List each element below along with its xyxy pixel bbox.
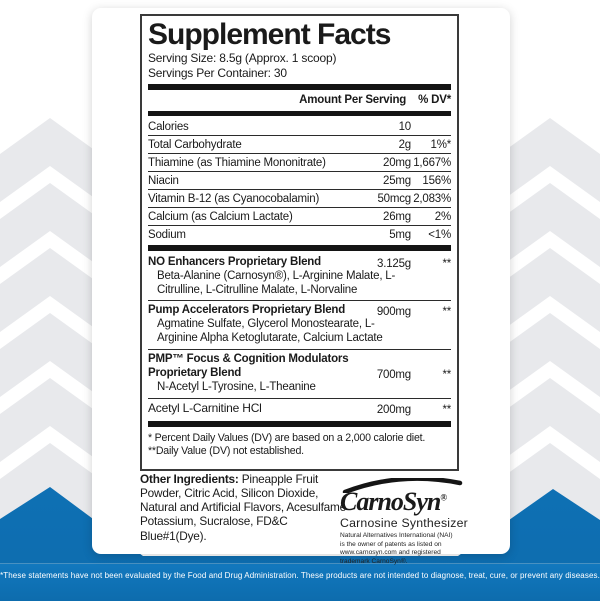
divider-bar (148, 111, 451, 117)
table-row: Vitamin B-12 (as Cyanocobalamin) 50mcg 2… (148, 189, 451, 207)
carnosyn-wordmark: CarnoSyn® (340, 489, 476, 515)
blend-name: PMP™ Focus & Cognition Modulators Proprie… (148, 352, 353, 381)
nutrient-dv: 2,083% (413, 192, 451, 205)
nutrient-amount: 50mcg (377, 192, 411, 205)
nutrient-dv: <1% (428, 228, 451, 241)
nutrient-name: Vitamin B-12 (as Cyanocobalamin) (148, 192, 320, 205)
table-row: Sodium 5mg <1% (148, 225, 451, 243)
blend-name-line2: Proprietary Blend (148, 367, 242, 380)
nutrient-name: Niacin (148, 174, 179, 187)
blend-section: Pump Accelerators Proprietary Blend 900m… (148, 300, 451, 348)
carnosyn-swoosh-icon (342, 478, 463, 493)
other-ingredients-label: Other Ingredients: (140, 472, 239, 486)
serving-size: Serving Size: 8.5g (Approx. 1 scoop) (148, 50, 337, 65)
nutrient-amount: 26mg (383, 210, 411, 223)
blend-section: PMP™ Focus & Cognition Modulators Proprie… (148, 348, 451, 398)
nutrient-name: Calories (148, 120, 189, 133)
nutrient-dv (411, 121, 451, 133)
nutrient-dv: 1,667% (413, 156, 451, 169)
other-ingredients-text: Pineapple Fruit Powder, Citric Acid, Sil… (140, 472, 347, 543)
nutrient-amount: 10 (398, 120, 412, 133)
blend-dv: ** (442, 257, 451, 270)
nutrient-amount: 25mg (383, 174, 411, 187)
blend-header: Acetyl L-Carnitine HCl 200mg ** (148, 401, 451, 416)
footnotes: * Percent Daily Values (DV) are based on… (148, 429, 451, 457)
nutrient-name: Calcium (as Calcium Lactate) (148, 210, 293, 223)
blend-amount: 700mg (376, 369, 411, 382)
divider-bar (148, 84, 451, 91)
nutrient-dv: 1%* (430, 138, 452, 151)
bottom-blue-band (0, 563, 600, 601)
nutrient-amount: 2g (398, 138, 412, 151)
blend-amount: 3.125g (377, 257, 411, 270)
nutrient-amount: 20mg (383, 156, 411, 169)
divider-bar (148, 421, 451, 428)
divider-bar (148, 245, 451, 252)
nutrient-name: Total Carbohydrate (148, 138, 242, 151)
registered-mark: ® (440, 492, 447, 503)
fda-disclaimer: *These statements have not been evaluate… (0, 571, 600, 580)
blend-name: NO Enhancers Proprietary Blend (148, 256, 321, 269)
blend-ingredients: Beta-Alanine (Carnosyn®), L-Arginine Mal… (157, 269, 396, 296)
table-row: Calories 10 (148, 118, 451, 135)
servings-per-container: Servings Per Container: 30 (148, 65, 287, 80)
blend-dv: ** (442, 369, 451, 382)
blend-name: Pump Accelerators Proprietary Blend (148, 304, 346, 317)
nutrient-amount: 5mg (389, 228, 411, 241)
supplement-facts-panel: Supplement Facts Serving Size: 8.5g (App… (140, 14, 459, 471)
table-row: Thiamine (as Thiamine Mononitrate) 20mg … (148, 153, 451, 171)
blend-name: Acetyl L-Carnitine HCl (148, 400, 262, 415)
chevron-pattern-right (500, 118, 600, 538)
blend-amount: 900mg (376, 306, 411, 319)
nutrient-dv: 156% (422, 174, 451, 187)
amount-column-header: Amount Per Serving (299, 94, 407, 107)
table-row: Calcium (as Calcium Lactate) 26mg 2% (148, 207, 451, 225)
panel-title: Supplement Facts (148, 18, 391, 51)
table-row: Total Carbohydrate 2g 1%* (148, 135, 451, 153)
blend-amount: 200mg (376, 404, 411, 417)
carnosyn-name: CarnoSyn (340, 487, 441, 516)
carnosyn-tagline: Carnosine Synthesizer (340, 516, 468, 530)
carnosyn-logo: CarnoSyn® Carnosine Synthesizer Natural … (340, 478, 476, 566)
blend-ingredients: N-Acetyl L-Tyrosine, L-Theanine (157, 381, 316, 394)
other-ingredients: Other Ingredients: Pineapple Fruit Powde… (140, 472, 354, 543)
blend-header: NO Enhancers Proprietary Blend 3.125g ** (148, 255, 451, 270)
blend-header: Pump Accelerators Proprietary Blend 900m… (148, 303, 451, 318)
carnosyn-fine-print: Natural Alternatives International (NAI)… (340, 532, 453, 565)
chevron-pattern-left (0, 118, 100, 538)
blend-dv: ** (442, 306, 451, 319)
dv-column-header: % DV* (418, 94, 451, 107)
blend-name-line1: PMP™ Focus & Cognition Modulators (148, 352, 349, 365)
blend-section: NO Enhancers Proprietary Blend 3.125g **… (148, 253, 451, 300)
blend-ingredients: Agmatine Sulfate, Glycerol Monostearate,… (157, 318, 383, 344)
column-headers: Amount Per Serving % DV* (148, 92, 451, 109)
footnote-not-established: **Daily Value (DV) not established. (148, 444, 304, 457)
nutrient-name: Thiamine (as Thiamine Mononitrate) (148, 156, 326, 169)
blend-dv: ** (442, 404, 451, 417)
table-row: Niacin 25mg 156% (148, 171, 451, 189)
blend-section: Acetyl L-Carnitine HCl 200mg ** (148, 397, 451, 419)
nutrient-dv: 2% (434, 210, 451, 223)
blend-header: PMP™ Focus & Cognition Modulators Proprie… (148, 352, 451, 381)
nutrient-name: Sodium (148, 228, 186, 241)
supplement-label-card: Supplement Facts Serving Size: 8.5g (App… (92, 8, 510, 565)
footnote-dv: * Percent Daily Values (DV) are based on… (148, 432, 426, 445)
